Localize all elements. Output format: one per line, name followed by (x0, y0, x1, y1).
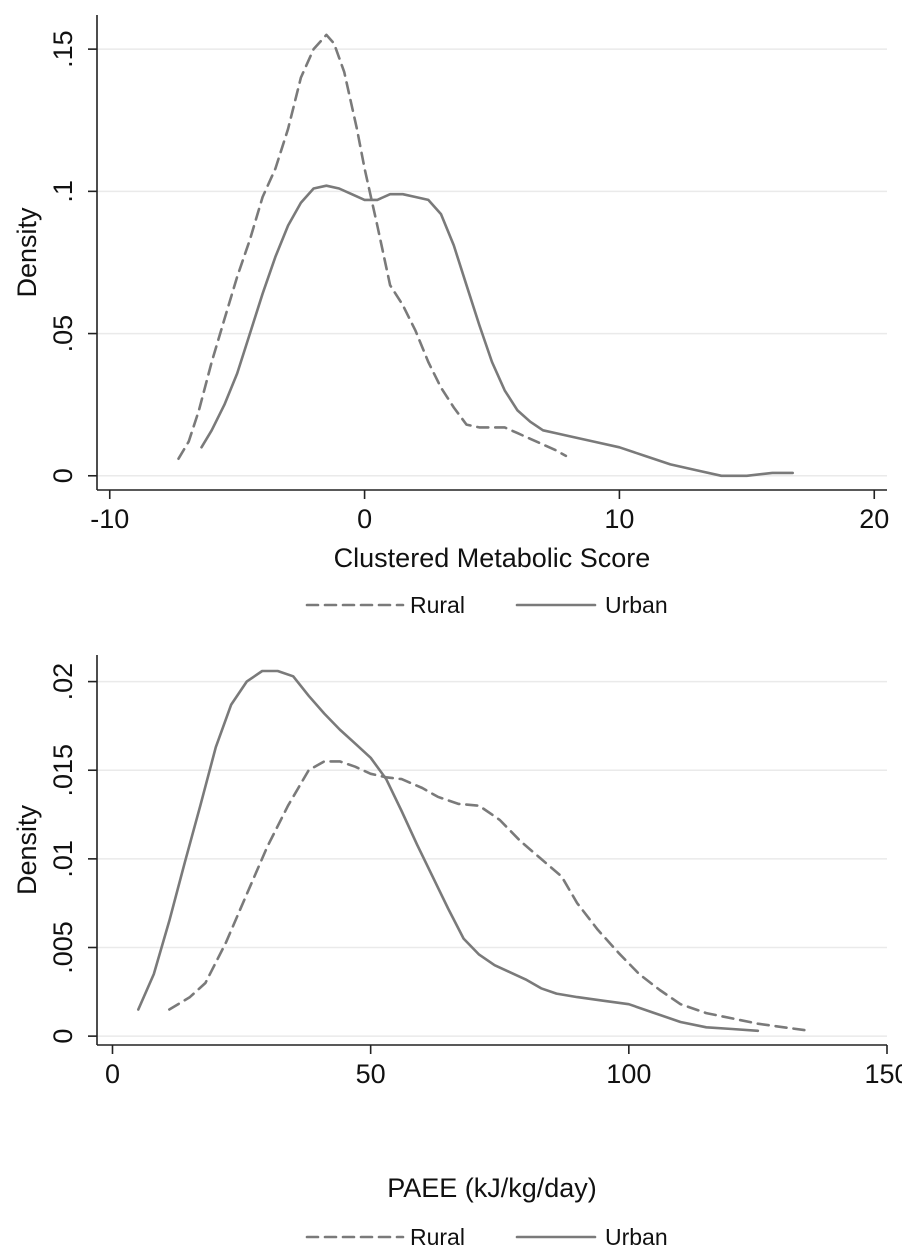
x-tick-label: 100 (606, 1059, 651, 1089)
y-tick-label: .005 (48, 921, 78, 974)
chart-bottom-paee: 0 .005 .01 .015 .02 0 50 100 150 Density PAEE (kJ/… (12, 655, 902, 1250)
y-tick-label: 0 (48, 1029, 78, 1044)
x-tick-label: 10 (604, 504, 634, 534)
chart-top-metabolic-score: 0 .05 .1 .15 -10 0 10 20 Density Clustered Metabo… (12, 15, 889, 618)
y-tick-label: .05 (48, 315, 78, 353)
y-tick-label: .1 (48, 180, 78, 203)
legend-label-urban: Urban (605, 1224, 668, 1250)
series-line-urban (137, 669, 760, 1033)
x-tick-label: 0 (357, 504, 372, 534)
series-line-urban (200, 184, 795, 478)
x-axis-title: PAEE (kJ/kg/day) (387, 1173, 597, 1203)
legend-label-rural: Rural (410, 1224, 465, 1250)
y-axis-title: Density (12, 804, 42, 895)
series-line-rural (168, 760, 811, 1033)
y-tick-label: .02 (48, 663, 78, 701)
legend-label-rural: Rural (410, 592, 465, 618)
y-tick-label: .01 (48, 840, 78, 878)
y-tick-label: 0 (48, 468, 78, 483)
x-tick-label: 20 (859, 504, 889, 534)
y-tick-label: .015 (48, 744, 78, 797)
x-axis-title: Clustered Metabolic Score (334, 543, 651, 573)
x-tick-label: 0 (105, 1059, 120, 1089)
y-axis-title: Density (12, 207, 42, 298)
legend: Rural Urban (305, 1224, 668, 1250)
x-tick-label: 150 (864, 1059, 902, 1089)
x-tick-label: -10 (90, 504, 129, 534)
legend-label-urban: Urban (605, 592, 668, 618)
series-line-rural (177, 33, 568, 461)
legend: Rural Urban (305, 592, 668, 618)
x-tick-label: 50 (356, 1059, 386, 1089)
y-tick-label: .15 (48, 30, 78, 68)
